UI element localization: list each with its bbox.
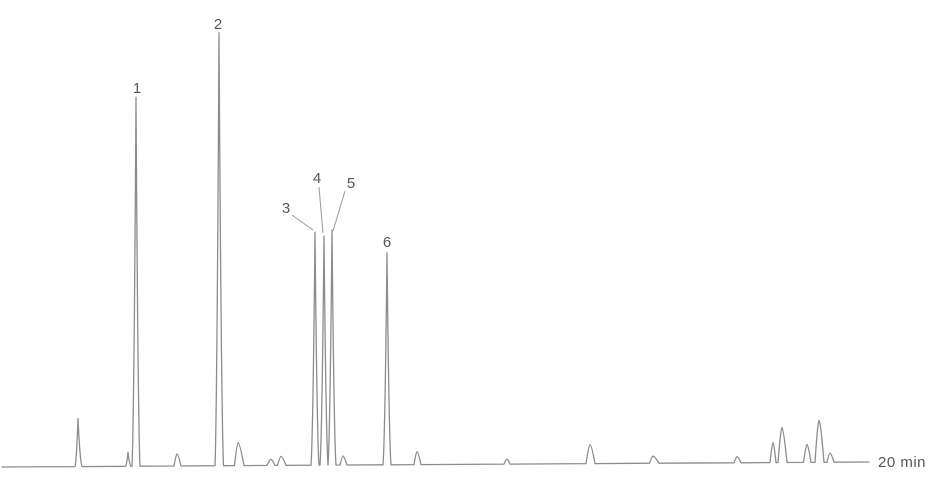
peak-label-6: 6	[383, 234, 391, 251]
peak-label-5: 5	[347, 175, 355, 192]
chromatogram-trace	[1, 32, 870, 468]
time-axis-label: 20 min	[878, 454, 926, 471]
peak-label-3: 3	[282, 200, 290, 217]
peak-labels-group: 1 2 3 4 5 6	[133, 16, 391, 251]
leader-lines-group	[291, 186, 346, 234]
peak-label-2: 2	[214, 16, 222, 33]
peak-leader-line-3	[291, 214, 314, 231]
peak-label-1: 1	[133, 80, 141, 97]
peak-leader-line-5	[332, 190, 346, 232]
peak-leader-line-4	[318, 186, 324, 234]
peak-label-4: 4	[313, 170, 321, 187]
